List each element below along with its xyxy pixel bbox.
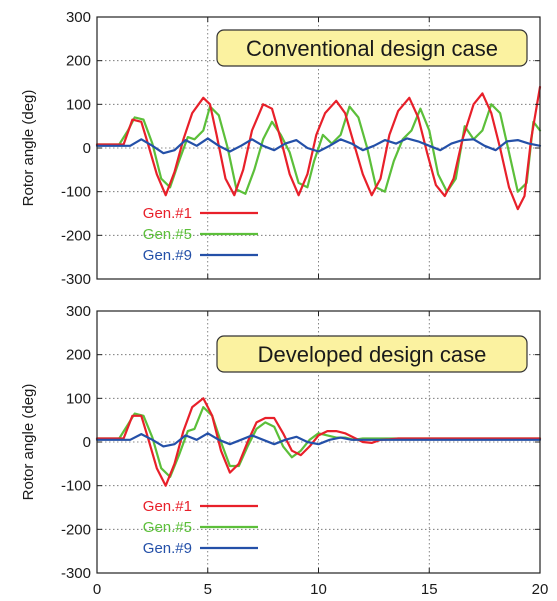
- series-line-gen-1: [95, 397, 542, 487]
- y-tick-label: -200: [61, 521, 91, 538]
- y-tick-label: -300: [61, 271, 91, 288]
- y-tick-label: -100: [61, 478, 91, 495]
- legend-label: Gen.#9: [143, 540, 192, 557]
- legend-label: Gen.#5: [143, 226, 192, 243]
- x-tick-label: 10: [310, 581, 327, 598]
- y-tick-label: 0: [83, 140, 91, 157]
- y-axis-label: Rotor angle (deg): [20, 90, 37, 207]
- y-tick-label: -300: [61, 565, 91, 582]
- annotation-text: Developed design case: [258, 342, 487, 367]
- annotation-text: Conventional design case: [246, 36, 498, 61]
- x-tick-label: 5: [204, 581, 212, 598]
- x-tick-label: 15: [421, 581, 438, 598]
- annotation-box: [216, 29, 528, 67]
- legend-label: Gen.#1: [143, 205, 192, 222]
- y-tick-label: 200: [66, 53, 91, 70]
- annotation-box: [216, 335, 528, 373]
- series-line-gen-1: [95, 85, 542, 211]
- y-tick-label: -100: [61, 184, 91, 201]
- y-tick-label: -200: [61, 227, 91, 244]
- panel-conventional: -300 -200 -100 0 100 200 300 Rotor angle (deg) C…: [20, 9, 542, 288]
- y-tick-label: 100: [66, 390, 91, 407]
- y-tick-label: 100: [66, 96, 91, 113]
- legend-label: Gen.#1: [143, 498, 192, 515]
- y-tick-label: 300: [66, 303, 91, 320]
- x-tick-label: 0: [93, 581, 101, 598]
- y-axis-label: Rotor angle (deg): [20, 384, 37, 501]
- y-tick-label: 300: [66, 9, 91, 26]
- series-line-gen-9: [95, 432, 542, 448]
- y-tick-label: 0: [83, 434, 91, 451]
- legend-label: Gen.#9: [143, 247, 192, 264]
- series-line-gen-5: [95, 103, 542, 195]
- panel-developed: -300 -200 -100 0 100 200 300 0 5 10 15 20 Rotor angl…: [20, 303, 548, 598]
- series-line-gen-9: [95, 137, 542, 155]
- y-tick-label: 200: [66, 347, 91, 364]
- legend-label: Gen.#5: [143, 519, 192, 536]
- x-tick-label: 20: [532, 581, 549, 598]
